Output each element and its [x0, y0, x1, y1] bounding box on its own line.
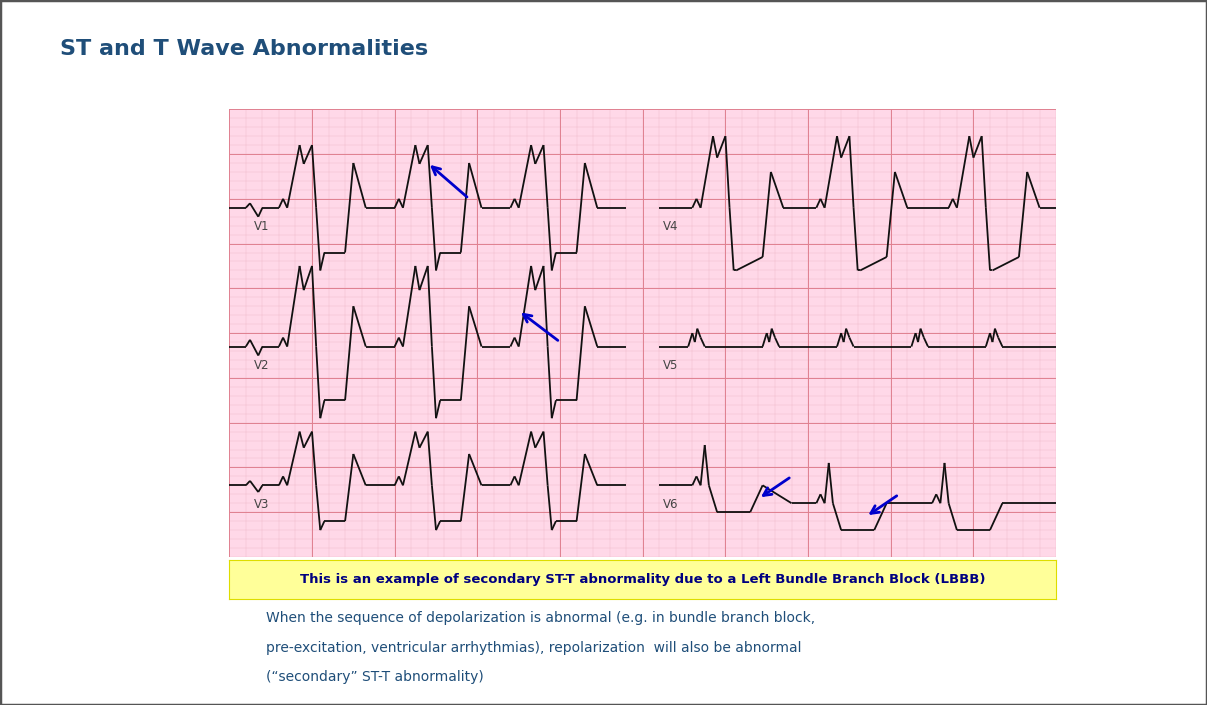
Text: This is an example of secondary ST-T abnormality due to a Left Bundle Branch Blo: This is an example of secondary ST-T abn… — [301, 573, 985, 587]
Text: pre-excitation, ventricular arrhythmias), repolarization  will also be abnormal: pre-excitation, ventricular arrhythmias)… — [266, 641, 801, 655]
Text: V1: V1 — [255, 220, 269, 233]
Text: (“secondary” ST-T abnormality): (“secondary” ST-T abnormality) — [266, 670, 483, 685]
Text: Secondary ST-T abnormality:: Secondary ST-T abnormality: — [266, 582, 489, 596]
Text: When the sequence of depolarization is abnormal (e.g. in bundle branch block,: When the sequence of depolarization is a… — [266, 611, 815, 625]
Text: V3: V3 — [255, 498, 269, 510]
Text: V2: V2 — [255, 359, 269, 372]
Text: ST and T Wave Abnormalities: ST and T Wave Abnormalities — [60, 39, 428, 59]
Text: V4: V4 — [664, 220, 678, 233]
Text: V5: V5 — [664, 359, 678, 372]
Text: V6: V6 — [664, 498, 678, 510]
